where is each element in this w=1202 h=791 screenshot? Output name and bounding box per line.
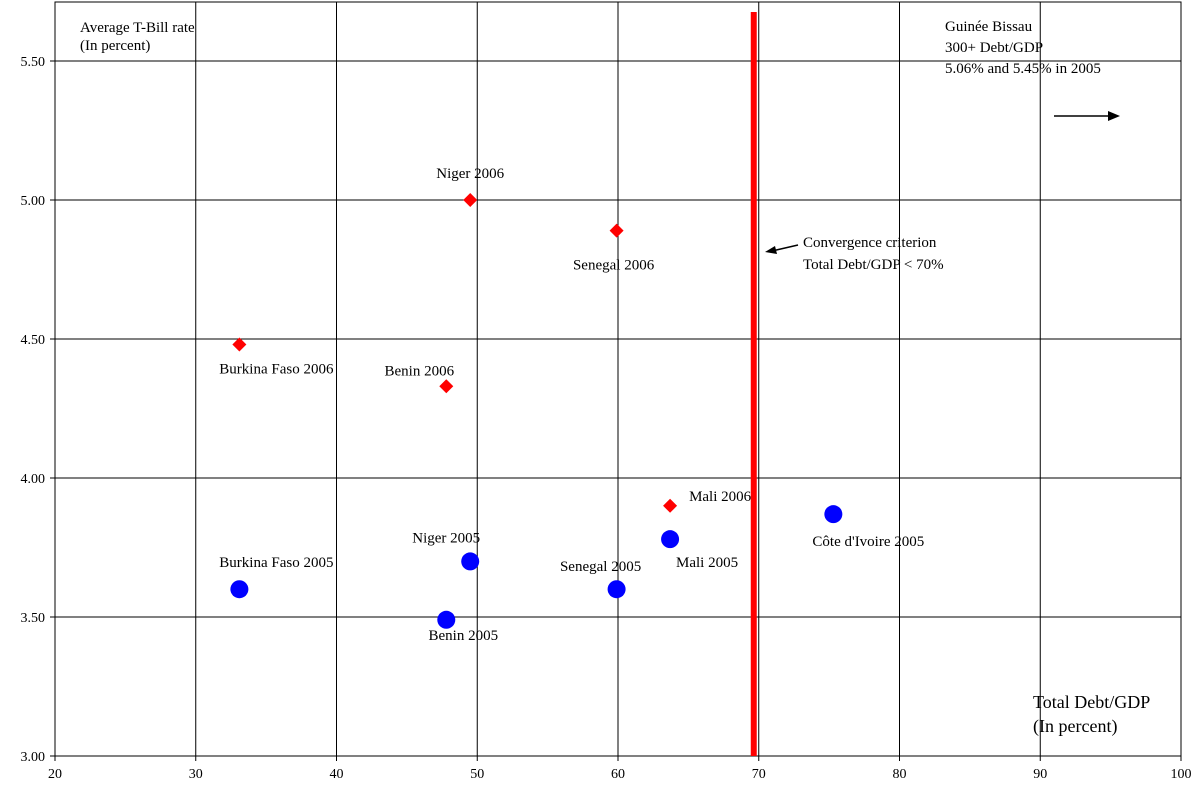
x-tick-label: 40 [330,767,344,782]
point-label: Benin 2006 [384,363,454,379]
x-tick-label: 20 [48,767,62,782]
gridlines [55,2,1181,756]
point-labels: Niger 2006 Senegal 2006 Burkina Faso 2006 B… [219,166,924,644]
x-tick-label: 60 [611,767,625,782]
point-label: Niger 2006 [436,166,504,182]
x-tick-label: 70 [752,767,766,782]
x-axis-title: Total Debt/GDP (In percent) [1033,692,1154,737]
point-label: Senegal 2005 [560,559,641,575]
diamond-marker [609,223,624,238]
x-tick-label: 80 [893,767,907,782]
point-label: Côte d'Ivoire 2005 [812,534,924,550]
x-tick-label: 90 [1033,767,1047,782]
x-tick-label: 30 [189,767,203,782]
convergence-arrow [765,244,799,254]
diamond-marker [232,337,247,352]
convergence-annotation: Convergence criterion Total Debt/GDP < 7… [803,235,944,273]
y-tick-label: 4.50 [21,333,46,348]
guinee-arrow [1054,111,1120,121]
y-tick-label: 3.00 [21,750,46,765]
convergence-reference-line [750,12,757,756]
diamond-marker [439,379,454,394]
point-label: Mali 2005 [676,555,738,571]
guinee-bissau-annotation: Guinée Bissau 300+ Debt/GDP 5.06% and 5.… [945,19,1101,77]
diamond-marker [463,193,478,207]
circle-marker [824,505,843,524]
y-tick-label: 5.50 [21,55,46,70]
diamond-marker [663,498,678,513]
circle-marker [230,580,249,599]
circle-marker [607,580,626,599]
point-label: Mali 2006 [689,489,752,505]
y-tick-label: 3.50 [21,611,46,626]
y-tick-label: 5.00 [21,194,46,209]
circle-marker [661,530,680,549]
data-markers [230,193,843,629]
y-tick-label: 4.00 [21,472,46,487]
circle-marker [437,610,456,629]
y-axis-title: Average T-Bill rate (In percent) [80,20,198,54]
point-label: Benin 2005 [428,628,498,644]
circle-marker [461,552,480,571]
point-label: Senegal 2006 [573,258,655,274]
x-tick-label: 100 [1171,767,1192,782]
point-label: Niger 2005 [412,530,480,546]
tick-labels: 20 30 40 50 60 70 80 90 100 3.00 3.50 4.00 4.50 5.00 5… [21,55,1192,782]
reference-line-group [750,12,757,756]
x-tick-label: 50 [470,767,484,782]
point-label: Burkina Faso 2006 [219,362,334,378]
plot-frame [50,1,1182,761]
point-label: Burkina Faso 2005 [219,555,333,571]
